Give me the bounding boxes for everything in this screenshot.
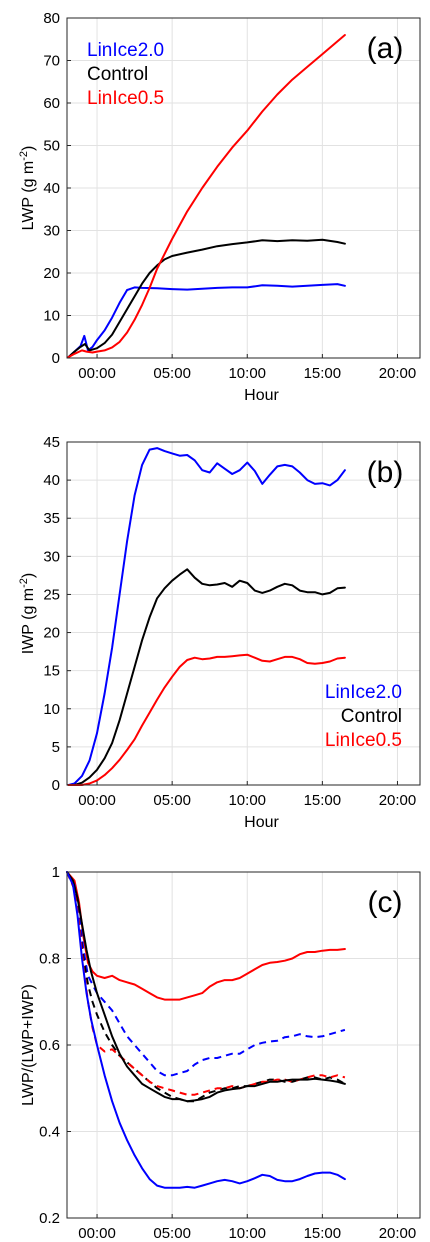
y-tick-label: 0.2 bbox=[39, 1210, 60, 1227]
series-line bbox=[66, 871, 346, 1096]
legend-entry: LinIce2.0 bbox=[87, 40, 164, 61]
x-tick-label: 15:00 bbox=[304, 1225, 342, 1242]
x-tick-label: 05:00 bbox=[153, 1225, 191, 1242]
chart-panel: 00:0005:0010:0015:0020:000.20.40.60.81Ho… bbox=[20, 864, 421, 1242]
y-tick-label: 5 bbox=[52, 739, 60, 756]
x-axis-label: Hour bbox=[244, 387, 279, 404]
series-line bbox=[66, 871, 346, 1077]
y-tick-label: 20 bbox=[43, 625, 60, 642]
y-tick-label: 30 bbox=[43, 548, 60, 565]
y-tick-label: 40 bbox=[43, 472, 60, 489]
y-axis-label-exponent: -2 bbox=[18, 151, 30, 161]
x-tick-label: 20:00 bbox=[379, 1225, 417, 1242]
y-tick-label: 20 bbox=[43, 265, 60, 282]
y-tick-label: 50 bbox=[43, 138, 60, 155]
y-tick-label: 80 bbox=[43, 10, 60, 27]
series-line bbox=[66, 871, 346, 1001]
x-axis-label: Hour bbox=[244, 814, 279, 831]
chart-panel: 00:00 05:00 10:00 15:00 20:00 0 10 20 30 40 50 60 70… bbox=[18, 10, 421, 404]
x-tick-label: 15:00 bbox=[304, 365, 342, 382]
legend-entry: LinIce2.0 bbox=[325, 682, 402, 703]
y-tick-label: 30 bbox=[43, 223, 60, 240]
y-tick-label: 0.6 bbox=[39, 1037, 60, 1054]
series-line bbox=[67, 568, 346, 786]
y-tick-label: 25 bbox=[43, 586, 60, 603]
y-axis-label-main: LWP (g m bbox=[20, 161, 37, 231]
y-tick-label: 0.4 bbox=[39, 1124, 60, 1141]
panel-label: (b) bbox=[367, 456, 404, 489]
y-tick-label: 10 bbox=[43, 308, 60, 325]
x-tick-label: 00:00 bbox=[78, 365, 116, 382]
legend-entry: LinIce0.5 bbox=[325, 730, 402, 751]
x-tick-label: 20:00 bbox=[379, 365, 417, 382]
series-line bbox=[66, 871, 346, 1189]
series-line bbox=[67, 34, 346, 359]
x-tick-label: 05:00 bbox=[153, 365, 191, 382]
y-tick-label: 0 bbox=[52, 350, 60, 367]
x-tick-label: 10:00 bbox=[228, 1225, 266, 1242]
y-axis-label-exponent: -2 bbox=[18, 578, 30, 588]
legend-entry: LinIce0.5 bbox=[87, 88, 164, 109]
axes-frame bbox=[66, 441, 421, 786]
x-tick-label: 15:00 bbox=[304, 792, 342, 809]
y-axis-label: LWP (g m-2) bbox=[18, 146, 37, 231]
y-tick-label: 10 bbox=[43, 701, 60, 718]
y-axis-label-end: ) bbox=[20, 573, 37, 578]
y-tick-label: 0.8 bbox=[39, 951, 60, 968]
x-tick-label: 10:00 bbox=[228, 792, 266, 809]
panel-label: (c) bbox=[368, 886, 403, 919]
y-tick-label: 70 bbox=[43, 53, 60, 70]
y-axis-label-main: IWP (g m bbox=[20, 588, 37, 654]
y-axis-label: IWP (g m-2) bbox=[18, 573, 37, 654]
y-tick-label: 35 bbox=[43, 510, 60, 527]
plot-area bbox=[67, 442, 420, 785]
y-tick-label: 40 bbox=[43, 180, 60, 197]
legend-entry: Control bbox=[341, 706, 402, 727]
y-tick-label: 45 bbox=[43, 434, 60, 451]
x-tick-label: 00:00 bbox=[78, 1225, 116, 1242]
y-axis-label-end: ) bbox=[20, 146, 37, 151]
chart-panel: 00:00 05:00 10:00 15:00 20:00 0 5 10 15 20 25 30 35 4… bbox=[18, 434, 421, 831]
y-tick-label: 0 bbox=[52, 777, 60, 794]
x-tick-label: 10:00 bbox=[228, 365, 266, 382]
x-tick-label: 00:00 bbox=[78, 792, 116, 809]
series-line bbox=[66, 871, 346, 1103]
y-tick-label: 1 bbox=[52, 864, 60, 881]
y-tick-label: 60 bbox=[43, 95, 60, 112]
series-line bbox=[67, 447, 346, 786]
series-line bbox=[67, 653, 346, 786]
y-axis-label: LWP/(LWP+IWP) bbox=[20, 984, 37, 1106]
x-tick-label: 20:00 bbox=[379, 792, 417, 809]
y-tick-label: 15 bbox=[43, 663, 60, 680]
legend-entry: Control bbox=[87, 64, 148, 85]
panel-label: (a) bbox=[367, 32, 404, 65]
x-tick-label: 05:00 bbox=[153, 792, 191, 809]
